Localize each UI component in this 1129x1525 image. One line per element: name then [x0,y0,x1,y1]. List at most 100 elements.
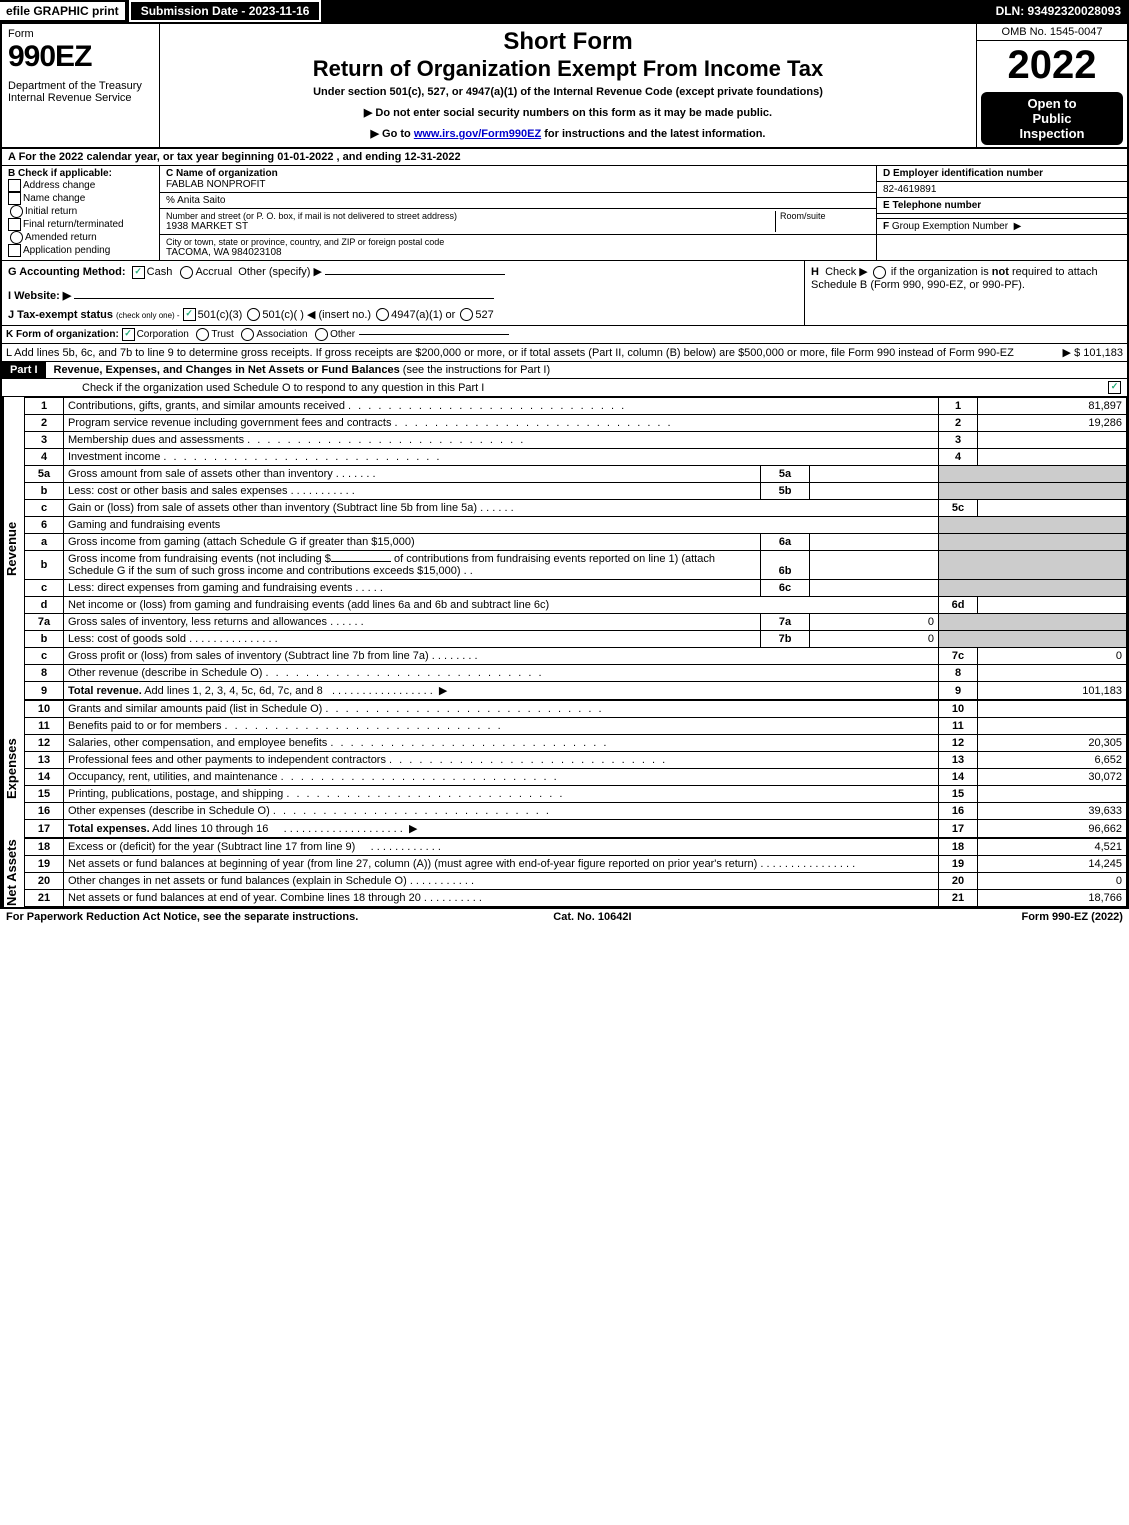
netassets-section: Net Assets 18Excess or (deficit) for the… [2,838,1127,907]
line-6a: aGross income from gaming (attach Schedu… [25,534,1127,551]
section-bcdef: B Check if applicable: Address change Na… [2,166,1127,261]
line-17: 17Total expenses. Add lines 10 through 1… [25,820,1127,838]
page-footer: For Paperwork Reduction Act Notice, see … [0,909,1129,925]
addr-label: Number and street (or P. O. box, if mail… [166,211,775,221]
header-left: Form 990EZ Department of the Treasury In… [2,24,160,147]
efile-graphic-print[interactable]: efile GRAPHIC print [0,2,125,20]
line-14: 14Occupancy, rent, utilities, and mainte… [25,769,1127,786]
footer-left: For Paperwork Reduction Act Notice, see … [6,911,358,923]
form-header: Form 990EZ Department of the Treasury In… [2,24,1127,149]
line-11: 11Benefits paid to or for members 11 [25,718,1127,735]
line-6b: bGross income from fundraising events (n… [25,551,1127,580]
check-final-return[interactable]: Final return/terminated [8,218,153,231]
section-ghij: G Accounting Method: Cash Accrual Other … [2,261,1127,326]
check-cash[interactable] [132,266,145,279]
subtitle: Under section 501(c), 527, or 4947(a)(1)… [168,86,968,98]
line-20: 20Other changes in net assets or fund ba… [25,873,1127,890]
line-15: 15Printing, publications, postage, and s… [25,786,1127,803]
line-7a: 7aGross sales of inventory, less returns… [25,614,1127,631]
line-13: 13Professional fees and other payments t… [25,752,1127,769]
dln: DLN: 93492320028093 [996,4,1129,18]
check-corporation[interactable] [122,328,135,341]
row-i: I Website: ▶ [8,289,798,302]
expenses-section: Expenses 10Grants and similar amounts pa… [2,700,1127,838]
tax-year: 2022 [977,41,1127,90]
row-l: L Add lines 5b, 6c, and 7b to line 9 to … [2,344,1127,362]
check-amended-return[interactable]: Amended return [8,231,153,244]
check-name-change[interactable]: Name change [8,192,153,205]
omb-number: OMB No. 1545-0047 [977,24,1127,41]
check-other-org[interactable] [315,328,328,341]
line-19: 19Net assets or fund balances at beginni… [25,856,1127,873]
line-10: 10Grants and similar amounts paid (list … [25,701,1127,718]
form-label: Form [8,28,153,40]
line-6c: cLess: direct expenses from gaming and f… [25,580,1127,597]
section-b-title: B Check if applicable: [8,168,112,179]
warn-ssn: ▶ Do not enter social security numbers o… [168,106,968,119]
org-name: FABLAB NONPROFIT [166,179,870,190]
check-association[interactable] [241,328,254,341]
room-suite-label: Room/suite [775,211,870,232]
open-public-badge: Open toPublicInspection [981,92,1123,145]
check-4947[interactable] [376,308,389,321]
title-main: Return of Organization Exempt From Incom… [168,56,968,82]
check-initial-return[interactable]: Initial return [8,205,153,218]
row-j: J Tax-exempt status (check only one) - 5… [8,308,798,322]
revenue-section: Revenue 1Contributions, gifts, grants, a… [2,397,1127,700]
check-schedule-o[interactable] [1108,381,1121,394]
part1-check-row: Check if the organization used Schedule … [2,379,1127,397]
line-2: 2Program service revenue including gover… [25,415,1127,432]
line-16: 16Other expenses (describe in Schedule O… [25,803,1127,820]
city-state-zip: TACOMA, WA 984023108 [166,247,870,258]
header-center: Short Form Return of Organization Exempt… [160,24,976,147]
line-7b: bLess: cost of goods sold . . . . . . . … [25,631,1127,648]
ein-value: 82-4619891 [877,182,1127,197]
top-bar: efile GRAPHIC print Submission Date - 20… [0,0,1129,22]
header-right: OMB No. 1545-0047 2022 Open toPublicInsp… [976,24,1127,147]
line-5a: 5aGross amount from sale of assets other… [25,466,1127,483]
check-501c3[interactable] [183,308,196,321]
line-3: 3Membership dues and assessments 3 [25,432,1127,449]
line-5c: cGain or (loss) from sale of assets othe… [25,500,1127,517]
line-1: 1Contributions, gifts, grants, and simil… [25,398,1127,415]
f-label: F Group Exemption Number ▶ [877,218,1127,235]
revenue-sidelabel: Revenue [2,397,24,700]
c-label: C Name of organization [166,168,278,179]
check-application-pending[interactable]: Application pending [8,244,153,257]
row-l-amount: ▶ $ 101,183 [1063,346,1123,359]
line-12: 12Salaries, other compensation, and empl… [25,735,1127,752]
footer-formno: Form 990-EZ (2022) [1021,911,1123,923]
footer-catno: Cat. No. 10642I [553,911,631,923]
line-8: 8Other revenue (describe in Schedule O) … [25,665,1127,682]
check-accrual[interactable] [180,266,193,279]
street-address: 1938 MARKET ST [166,221,775,232]
check-527[interactable] [460,308,473,321]
part1-label: Part I [2,362,46,378]
irs-link[interactable]: www.irs.gov/Form990EZ [414,128,541,140]
check-h[interactable] [873,266,886,279]
check-trust[interactable] [196,328,209,341]
row-a-tax-year: A For the 2022 calendar year, or tax yea… [2,149,1127,166]
expenses-sidelabel: Expenses [2,700,24,838]
line-6: 6Gaming and fundraising events [25,517,1127,534]
netassets-sidelabel: Net Assets [2,838,24,907]
dept-treasury: Department of the Treasury [8,80,153,92]
care-of: % Anita Saito [160,193,876,209]
irs-label: Internal Revenue Service [8,92,153,104]
form-container: Form 990EZ Department of the Treasury In… [0,22,1129,909]
line-7c: cGross profit or (loss) from sales of in… [25,648,1127,665]
line-5b: bLess: cost or other basis and sales exp… [25,483,1127,500]
line-9: 9Total revenue. Add lines 1, 2, 3, 4, 5c… [25,682,1127,700]
city-label: City or town, state or province, country… [166,237,870,247]
section-c: C Name of organization FABLAB NONPROFIT … [160,166,876,260]
section-b: B Check if applicable: Address change Na… [2,166,160,260]
submission-date: Submission Date - 2023-11-16 [129,0,322,22]
e-label: E Telephone number [877,197,1127,214]
check-501c[interactable] [247,308,260,321]
warn-goto: ▶ Go to www.irs.gov/Form990EZ for instru… [168,127,968,140]
row-g: G Accounting Method: Cash Accrual Other … [8,265,798,279]
check-address-change[interactable]: Address change [8,179,153,192]
part1-hint: (see the instructions for Part I) [403,364,550,376]
row-k: K Form of organization: Corporation Trus… [2,326,1127,344]
line-18: 18Excess or (deficit) for the year (Subt… [25,839,1127,856]
